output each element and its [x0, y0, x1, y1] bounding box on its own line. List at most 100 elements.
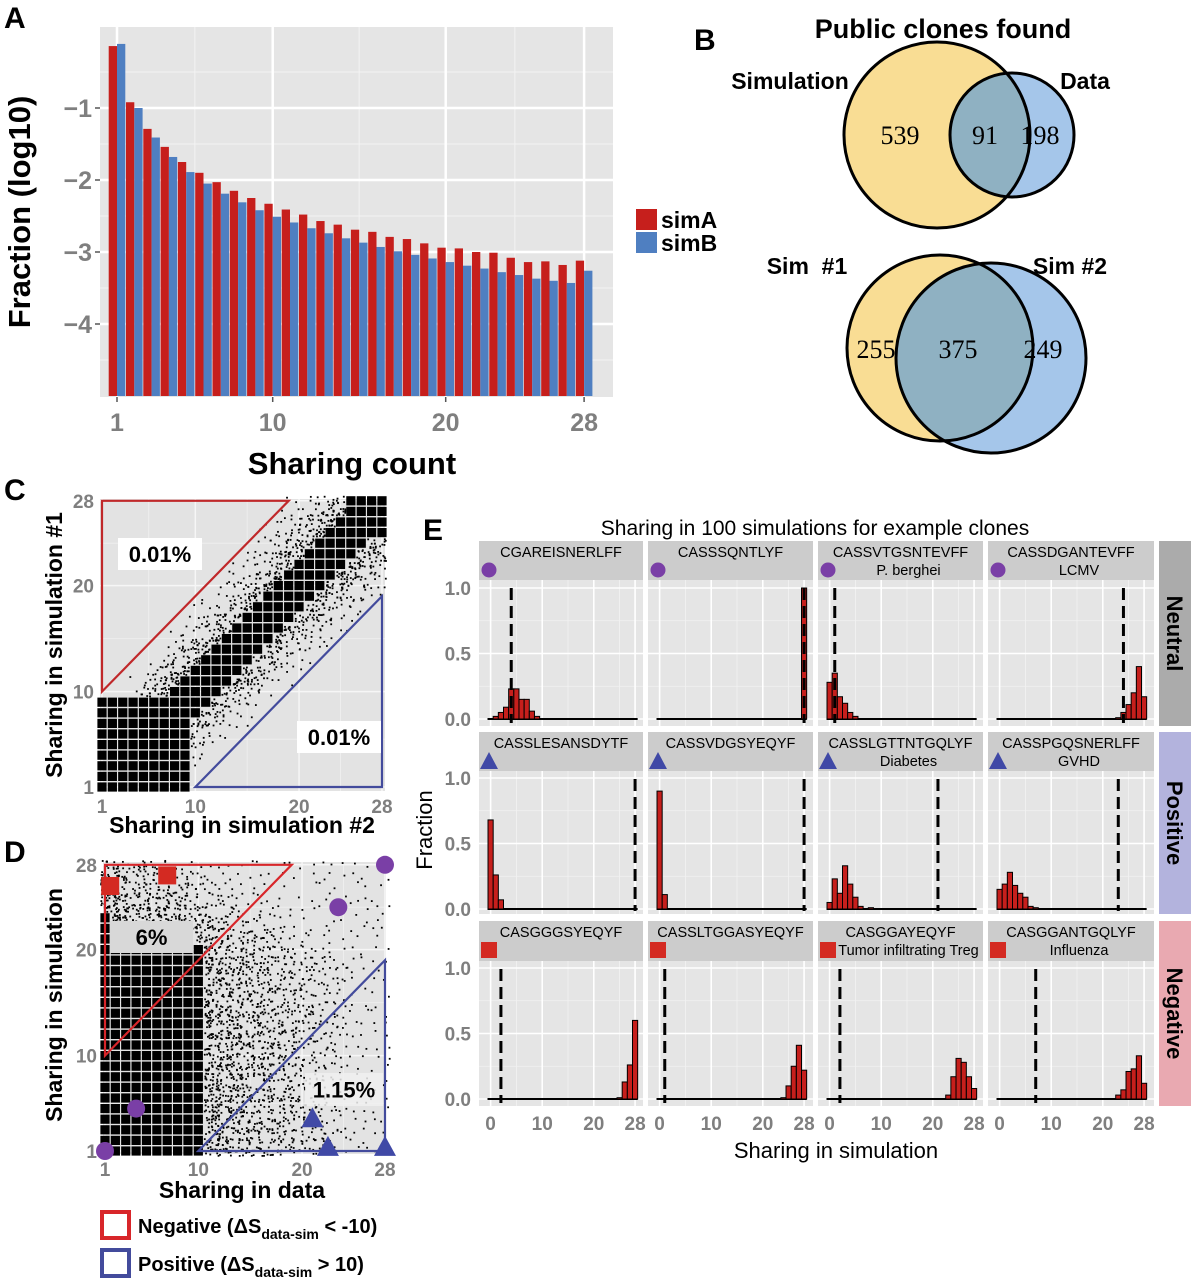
- point: [229, 1101, 232, 1103]
- bar-simB: [463, 265, 472, 396]
- point: [133, 904, 135, 906]
- point: [254, 1123, 256, 1125]
- point: [344, 1022, 347, 1025]
- point: [215, 917, 218, 920]
- point: [246, 666, 248, 669]
- point: [260, 1063, 263, 1066]
- point-cluster: [152, 1125, 162, 1135]
- point: [372, 551, 375, 554]
- point: [164, 909, 167, 912]
- point: [357, 1067, 359, 1070]
- point: [249, 602, 252, 605]
- point: [245, 672, 248, 674]
- point: [302, 1083, 305, 1085]
- point: [218, 1098, 221, 1100]
- point: [158, 906, 161, 909]
- point: [263, 999, 266, 1001]
- point-cluster: [149, 750, 159, 760]
- point: [209, 966, 212, 969]
- point: [205, 906, 208, 909]
- point: [215, 1003, 218, 1006]
- point: [261, 1047, 264, 1050]
- point: [218, 972, 220, 975]
- point: [230, 1110, 233, 1113]
- point: [227, 1151, 230, 1154]
- point: [387, 1106, 390, 1109]
- point: [346, 576, 348, 579]
- point-cluster: [97, 697, 107, 707]
- point: [216, 642, 219, 645]
- point: [135, 873, 138, 876]
- point: [381, 543, 384, 546]
- point: [151, 866, 154, 869]
- point: [214, 1100, 217, 1103]
- point: [269, 587, 272, 590]
- histogram-bar: [795, 1044, 803, 1100]
- point: [208, 1045, 211, 1047]
- point: [220, 957, 222, 960]
- y-tick-label: 10: [76, 1047, 97, 1068]
- point: [346, 1033, 348, 1036]
- point: [300, 619, 303, 622]
- point: [267, 991, 269, 994]
- point: [218, 1138, 221, 1140]
- point-cluster: [201, 676, 211, 686]
- point: [236, 1055, 239, 1058]
- point: [186, 875, 189, 878]
- point: [249, 694, 251, 697]
- point-cluster: [193, 976, 203, 986]
- point: [322, 967, 324, 970]
- point: [383, 544, 386, 546]
- point: [185, 892, 188, 895]
- point: [124, 916, 127, 919]
- point: [380, 884, 382, 887]
- point: [258, 947, 261, 950]
- point-cluster: [152, 1019, 162, 1029]
- venn-overlap: [896, 263, 1033, 441]
- point: [368, 552, 371, 555]
- point: [243, 1111, 245, 1114]
- point: [354, 577, 357, 580]
- point: [288, 971, 291, 974]
- point: [247, 551, 249, 554]
- point: [316, 535, 318, 538]
- point: [230, 1094, 233, 1097]
- point-cluster: [149, 771, 159, 781]
- point: [149, 663, 152, 666]
- point: [384, 577, 387, 580]
- point: [219, 723, 222, 725]
- point: [191, 735, 194, 738]
- point: [213, 698, 216, 701]
- point: [219, 711, 222, 714]
- point-cluster: [169, 771, 180, 781]
- point: [254, 582, 257, 585]
- point: [276, 1122, 279, 1125]
- point: [149, 695, 151, 698]
- point: [227, 1063, 229, 1066]
- point: [228, 724, 231, 727]
- point: [205, 945, 208, 948]
- point-cluster: [172, 1061, 183, 1071]
- point: [208, 892, 211, 895]
- point: [304, 1147, 307, 1150]
- point: [242, 1100, 245, 1103]
- point: [305, 1008, 308, 1011]
- point: [344, 1005, 347, 1008]
- point: [289, 990, 292, 993]
- point: [182, 634, 184, 637]
- point: [206, 1004, 209, 1007]
- point-cluster: [149, 761, 159, 771]
- point: [285, 629, 287, 631]
- point: [298, 630, 301, 633]
- point: [259, 1147, 261, 1150]
- point: [238, 689, 240, 691]
- point: [242, 963, 245, 966]
- point: [314, 1126, 317, 1129]
- point: [334, 1105, 336, 1108]
- negative-marker-icon: [990, 942, 1006, 958]
- point: [158, 888, 161, 891]
- point: [293, 1041, 295, 1044]
- point: [166, 892, 169, 895]
- point-cluster: [263, 602, 273, 612]
- point: [308, 647, 311, 650]
